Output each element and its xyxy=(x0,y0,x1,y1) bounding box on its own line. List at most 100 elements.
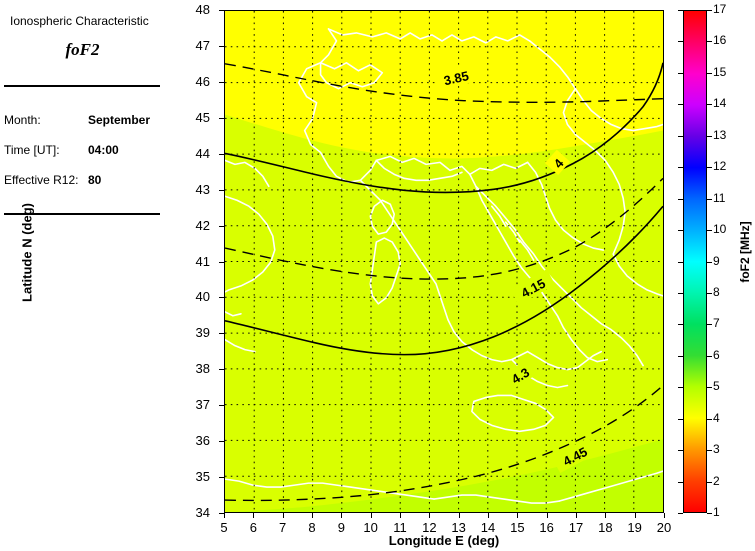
x-tick-label: 6 xyxy=(249,520,257,535)
colorbar-tickmark xyxy=(678,292,683,294)
colorbar-tickmark xyxy=(707,513,712,514)
y-tick-label: 37 xyxy=(195,397,210,413)
divider-bottom xyxy=(4,213,160,215)
y-tickmark xyxy=(219,333,224,335)
colorbar-tickmark xyxy=(707,355,712,357)
x-axis-label: Longitude E (deg) xyxy=(388,533,500,548)
colorbar-svg xyxy=(684,11,706,512)
colorbar-tickmark xyxy=(707,450,712,452)
y-tickmark xyxy=(219,441,224,443)
x-tickmark xyxy=(488,513,489,518)
contour-4-45 xyxy=(225,384,663,502)
colorbar-tickmark xyxy=(707,230,712,232)
x-tick-label: 18 xyxy=(598,520,613,535)
colorbar-tickmark xyxy=(678,513,683,514)
y-tickmark xyxy=(219,189,224,191)
colorbar-tick-label: 4 xyxy=(713,410,720,425)
y-tick-label: 45 xyxy=(195,109,210,125)
colorbar-tickmark xyxy=(678,387,683,389)
y-tick-label: 36 xyxy=(195,433,210,449)
colorbar-tick-label: 8 xyxy=(713,284,720,299)
colorbar-tickmark xyxy=(707,10,712,11)
colorbar-tick-label: 15 xyxy=(713,64,727,79)
colorbar: 1 2 3 4 5 6 7 8 9 10 11 12 13 14 15 16 17 xyxy=(678,2,726,519)
y-tick-label: 48 xyxy=(195,2,210,17)
field-month: Month: September xyxy=(4,113,184,127)
x-tick-label: 9 xyxy=(337,520,345,535)
colorbar-tickmark xyxy=(707,418,712,420)
y-tick-label: 47 xyxy=(195,37,210,53)
coastline-layer xyxy=(225,28,663,504)
y-tickmark xyxy=(219,153,224,155)
colorbar-tickmark xyxy=(678,450,683,452)
colorbar-tickmark xyxy=(707,198,712,200)
y-tickmark xyxy=(219,225,224,227)
x-tick-label: 14 xyxy=(480,520,496,535)
x-tick-label: 5 xyxy=(220,520,228,535)
field-time-label: Time [UT]: xyxy=(4,143,60,157)
field-r12-label: Effective R12: xyxy=(4,173,79,187)
colorbar-tick-label: 17 xyxy=(713,2,727,16)
colorbar-tick-label: 3 xyxy=(713,442,720,457)
field-time-value: 04:00 xyxy=(88,143,119,157)
colorbar-tickmark xyxy=(707,481,712,483)
y-tick-label: 43 xyxy=(195,181,210,197)
y-tick-label: 39 xyxy=(195,325,210,341)
x-tickmark xyxy=(458,513,460,518)
colorbar-label: foF2 [MHz] xyxy=(738,221,752,283)
x-tickmark xyxy=(224,513,225,518)
colorbar-tickmark xyxy=(678,135,683,137)
colorbar-tickmark xyxy=(707,292,712,294)
colorbar-tickmark xyxy=(678,230,683,232)
map-plot-area: 3.85 4 4.15 4.3 4.45 xyxy=(224,10,664,513)
contour-layer: 3.85 4 4.15 4.3 4.45 xyxy=(225,62,663,502)
x-tickmark xyxy=(400,513,401,518)
colorbar-tick-label: 12 xyxy=(713,159,727,174)
colorbar-tick-label: 9 xyxy=(713,253,720,268)
contour-4-15 xyxy=(225,177,663,280)
x-tick-label: 20 xyxy=(656,520,672,535)
contour-3-85 xyxy=(225,63,663,103)
contour-labels: 3.85 4 4.15 4.3 4.45 xyxy=(432,63,598,473)
y-tickmark xyxy=(219,10,224,11)
colorbar-tickmark xyxy=(678,41,683,43)
colorbar-tickmark xyxy=(707,167,712,169)
x-tick-label: 8 xyxy=(308,520,316,535)
y-tick-label: 38 xyxy=(195,361,210,377)
y-tickmark xyxy=(219,297,224,299)
x-tick-label: 10 xyxy=(363,520,378,535)
colorbar-tickmark xyxy=(678,104,683,106)
y-tickmark xyxy=(219,261,224,263)
colorbar-tickmark xyxy=(707,72,712,74)
contour-label-3-85: 3.85 xyxy=(442,68,470,88)
field-r12-value: 80 xyxy=(88,173,102,187)
colorbar-tick-label: 11 xyxy=(713,190,726,205)
colorbar-tick-label: 2 xyxy=(713,473,720,488)
info-panel: Ionospheric Characteristic foF2 Month: Se… xyxy=(0,0,200,551)
y-tickmark xyxy=(219,81,224,83)
colorbar-tickmark xyxy=(678,355,683,357)
y-tickmark xyxy=(219,513,224,514)
x-tick-label: 12 xyxy=(422,520,437,535)
colorbar-tickmark xyxy=(707,387,712,389)
colorbar-tick-label: 16 xyxy=(713,33,727,48)
colorbar-tickmark xyxy=(707,261,712,263)
x-tickmark xyxy=(429,513,431,518)
colorbar-tickmark xyxy=(707,41,712,43)
x-tick-label: 19 xyxy=(627,520,642,535)
x-tick-label: 7 xyxy=(279,520,287,535)
colorbar-tickmark xyxy=(707,135,712,137)
y-tick-label: 34 xyxy=(195,505,210,520)
x-tickmark xyxy=(253,513,255,518)
divider-top xyxy=(4,85,160,87)
colorbar-tick-label: 1 xyxy=(713,505,720,519)
x-tickmark xyxy=(634,513,636,518)
y-axis-label: Latitude N (deg) xyxy=(19,203,35,302)
y-tickmark xyxy=(219,477,224,479)
y-tick-label: 44 xyxy=(195,145,210,161)
colorbar-tickmark xyxy=(678,72,683,74)
y-tickmark xyxy=(219,405,224,407)
field-time: Time [UT]: 04:00 xyxy=(4,143,184,157)
x-tickmark xyxy=(546,513,548,518)
